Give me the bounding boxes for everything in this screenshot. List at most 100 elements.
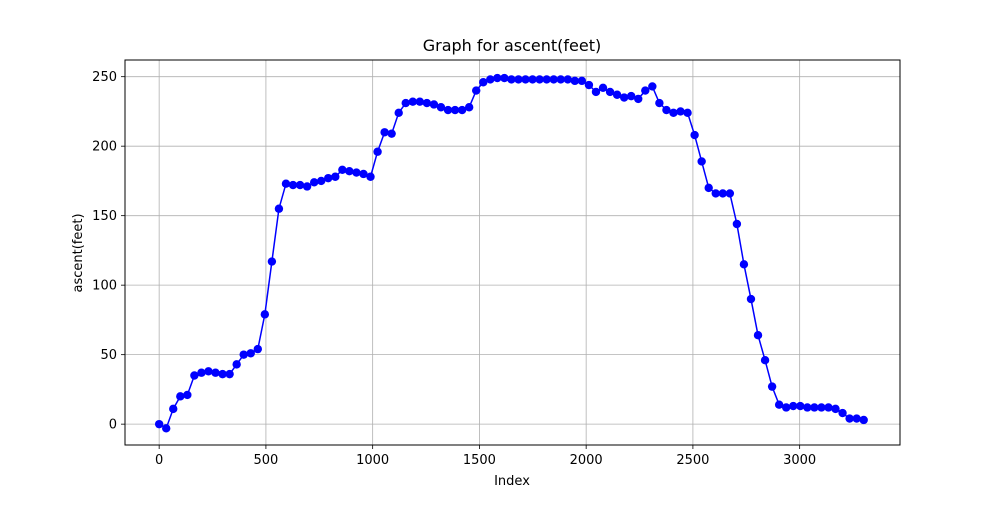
data-point (274, 204, 284, 213)
x-tick-label: 1500 (463, 453, 496, 468)
data-point (641, 86, 650, 95)
data-point (690, 130, 699, 140)
x-tick-label: 1000 (356, 453, 389, 468)
data-point (260, 310, 270, 319)
x-tick-label: 500 (253, 453, 278, 468)
data-point (345, 166, 354, 176)
y-tick-label: 100 (92, 279, 117, 294)
data-point (295, 180, 305, 190)
data-point (443, 105, 453, 115)
data-point (190, 371, 199, 380)
y-tick-label: 150 (92, 209, 117, 224)
x-tick-label: 2500 (676, 453, 709, 468)
data-point (281, 179, 291, 188)
data-point (450, 105, 460, 115)
data-point (507, 75, 516, 84)
data-point (232, 360, 241, 369)
data-point (288, 180, 298, 190)
data-point (753, 330, 763, 340)
data-point (415, 97, 425, 106)
series-layer (154, 73, 868, 433)
data-point (556, 75, 565, 84)
data-point (570, 76, 580, 86)
ticks: 0 500 1000 1500 2000 2500 3000 0 50 100 150 200 250 (92, 70, 816, 468)
data-point (528, 75, 537, 84)
data-point (457, 105, 467, 115)
data-point (612, 90, 622, 99)
data-point (676, 107, 685, 116)
data-point (817, 403, 826, 412)
data-point (204, 367, 213, 376)
data-point (563, 75, 572, 84)
data-point (464, 103, 474, 112)
data-point (803, 403, 812, 412)
data-point (852, 414, 861, 423)
data-point (859, 415, 868, 425)
data-point (598, 83, 608, 92)
data-point (183, 390, 192, 400)
data-point (845, 414, 854, 423)
data-point (486, 75, 495, 84)
data-point (493, 73, 502, 83)
data-point (619, 93, 629, 102)
data-point (789, 401, 798, 411)
data-point (176, 392, 185, 401)
data-point (521, 75, 530, 84)
data-point (436, 103, 446, 112)
data-point (732, 219, 742, 229)
data-point (267, 257, 277, 266)
data-point (774, 400, 784, 409)
data-point (704, 183, 713, 193)
data-point (767, 382, 777, 391)
data-point (746, 294, 756, 304)
data-point (309, 178, 319, 187)
data-point (169, 404, 178, 414)
y-tick-label: 50 (100, 348, 117, 363)
data-point (796, 401, 805, 411)
data-point (218, 369, 227, 379)
data-point (387, 129, 396, 138)
x-tick-label: 2000 (570, 453, 603, 468)
data-point (711, 189, 720, 198)
data-point (211, 368, 220, 377)
data-point (401, 98, 410, 108)
data-point (591, 87, 601, 97)
data-point (246, 349, 255, 358)
data-point (422, 98, 432, 108)
y-tick-label: 250 (92, 70, 117, 85)
data-point (718, 189, 727, 198)
data-point (535, 75, 544, 84)
data-point (302, 182, 312, 191)
x-tick-label: 0 (155, 453, 163, 468)
data-point (394, 108, 403, 118)
data-point (739, 260, 749, 269)
data-point (683, 108, 692, 118)
data-point (239, 350, 248, 359)
data-point (225, 369, 234, 379)
data-point (324, 173, 333, 183)
data-point (154, 419, 164, 429)
data-point (605, 87, 615, 97)
data-point (627, 91, 636, 101)
data-point (429, 100, 439, 109)
data-point (669, 108, 678, 118)
data-point (549, 75, 558, 84)
data-point (373, 147, 382, 156)
data-point (472, 86, 481, 95)
data-point (542, 75, 551, 84)
data-point (514, 75, 523, 84)
data-point (331, 172, 340, 181)
data-point (662, 105, 671, 115)
data-point (253, 344, 262, 354)
y-tick-label: 0 (109, 418, 117, 433)
x-axis-label: Index (494, 474, 530, 489)
data-point (317, 176, 326, 186)
data-point (366, 172, 375, 181)
data-point (338, 165, 347, 175)
data-point (655, 98, 664, 108)
chart-title: Graph for ascent(feet) (423, 36, 602, 55)
data-point (162, 424, 171, 433)
data-point (584, 80, 594, 90)
